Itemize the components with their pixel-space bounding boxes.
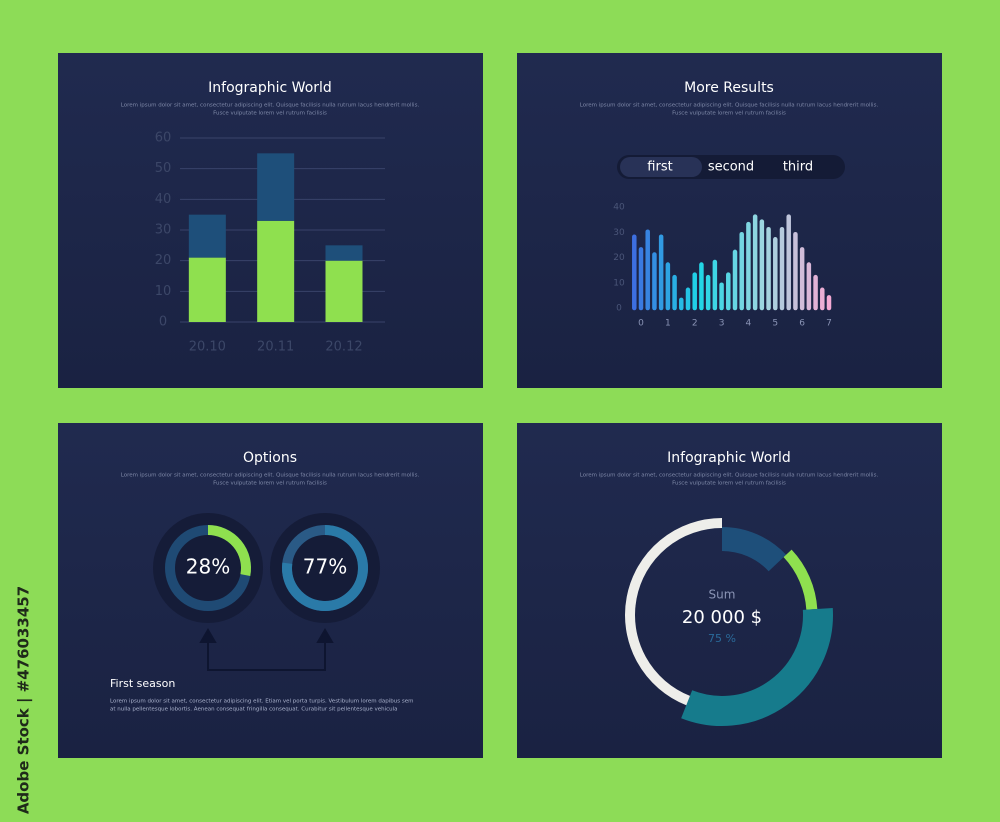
panel-title: More Results (684, 80, 774, 96)
pie-segment (681, 608, 833, 726)
x-tick-label: 2 (692, 319, 698, 329)
x-tick-label: 20.12 (325, 340, 362, 355)
y-tick-label: 10 (155, 284, 172, 299)
donut-arc (207, 525, 251, 577)
caption-text: Lorem ipsum dolor sit amet, consectetur … (110, 699, 413, 705)
panel-subtitle: Fusce vulputate lorem vel rutrum facilis… (213, 481, 327, 487)
caption-title: First season (110, 677, 175, 690)
panel-title: Infographic World (667, 450, 791, 466)
caption-text: at nulla pellentesque lobortis. Aenean c… (110, 707, 398, 713)
y-tick-label: 0 (159, 315, 167, 330)
y-tick-label: 40 (613, 203, 625, 213)
x-tick-label: 1 (665, 319, 671, 329)
panel-subtitle: Lorem ipsum dolor sit amet, consectetur … (580, 103, 879, 109)
x-tick-label: 4 (746, 319, 752, 329)
panel-subtitle: Lorem ipsum dolor sit amet, consectetur … (580, 473, 879, 479)
panel-subtitle: Lorem ipsum dolor sit amet, consectetur … (121, 103, 420, 109)
side-label: Adobe Stock | #476033457 (15, 586, 34, 814)
y-tick-label: 10 (613, 278, 625, 288)
center-label: Sum (709, 588, 736, 602)
option-selected (620, 157, 702, 177)
pie-segment (625, 518, 723, 706)
x-tick-label: 20.10 (189, 340, 226, 355)
x-tick-label: 20.11 (257, 340, 294, 355)
donut-label: 77% (303, 555, 347, 579)
pie-segment (783, 549, 818, 610)
y-tick-label: 0 (616, 304, 622, 314)
y-tick-label: 40 (155, 192, 172, 207)
bar-segment (257, 220, 295, 322)
panel (517, 53, 942, 388)
bar-segment (325, 260, 363, 322)
y-tick-label: 30 (155, 223, 172, 238)
x-tick-label: 5 (772, 319, 778, 329)
panel-title: Infographic World (208, 80, 332, 96)
panel-subtitle: Fusce vulputate lorem vel rutrum facilis… (672, 111, 786, 117)
bar-segment (257, 153, 295, 221)
panel-title: Options (243, 450, 297, 466)
y-tick-label: 50 (155, 161, 172, 176)
pie-segment (721, 527, 787, 572)
x-tick-label: 3 (719, 319, 725, 329)
x-tick-label: 7 (826, 319, 832, 329)
y-tick-label: 20 (613, 253, 625, 263)
y-tick-label: 60 (155, 131, 172, 146)
y-tick-label: 30 (613, 228, 625, 238)
arrows (199, 628, 334, 671)
center-value: 20 000 $ (682, 607, 762, 628)
y-tick-label: 20 (155, 253, 172, 268)
donut-label: 28% (186, 555, 230, 579)
option[interactable]: third (783, 160, 813, 175)
bar-segment (188, 257, 226, 322)
donut-arc (282, 525, 368, 611)
panel-subtitle: Lorem ipsum dolor sit amet, consectetur … (121, 473, 420, 479)
center-percent: 75 % (708, 632, 736, 645)
panel-subtitle: Fusce vulputate lorem vel rutrum facilis… (672, 481, 786, 487)
panel-subtitle: Fusce vulputate lorem vel rutrum facilis… (213, 111, 327, 117)
panel (58, 423, 483, 758)
bar-segment (188, 214, 226, 258)
option[interactable]: second (708, 160, 754, 175)
bar-segment (325, 245, 363, 261)
option[interactable]: first (647, 160, 672, 175)
x-tick-label: 0 (638, 319, 644, 329)
x-tick-label: 6 (799, 319, 805, 329)
